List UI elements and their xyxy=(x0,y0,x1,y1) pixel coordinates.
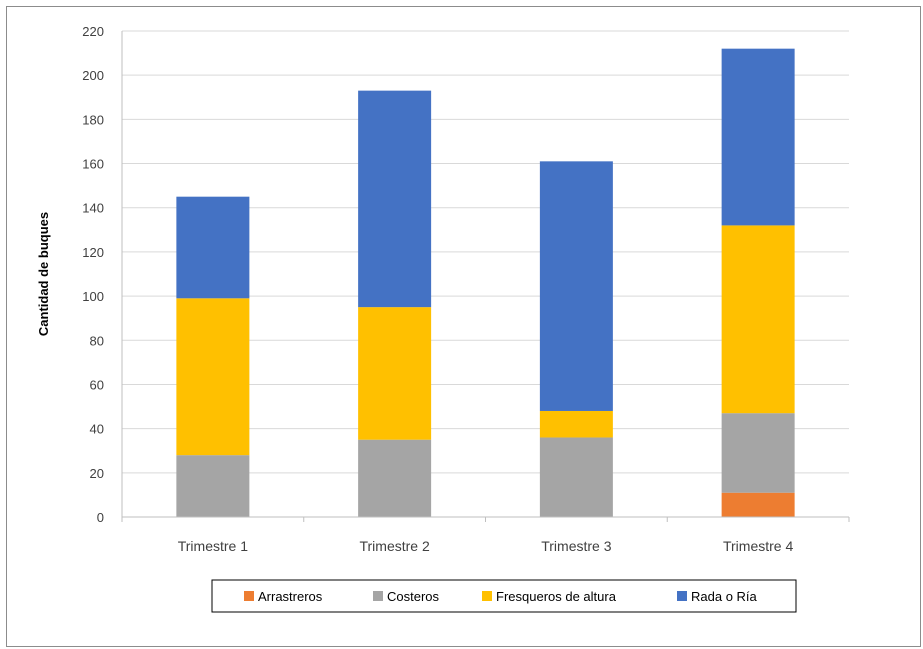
bar-segment-rada-o-ría xyxy=(358,90,432,308)
legend-swatch xyxy=(482,591,492,601)
x-tick-label: Trimestre 1 xyxy=(178,538,248,554)
bar-segment-fresqueros-de-altura xyxy=(539,410,613,438)
y-tick-label: 180 xyxy=(82,112,104,127)
legend-items: Arrastreros Costeros Fresqueros de altura R… xyxy=(244,589,758,604)
bar-segment-costeros xyxy=(358,439,432,517)
legend-swatch xyxy=(677,591,687,601)
y-tick-label: 60 xyxy=(90,377,104,392)
legend-box xyxy=(211,579,797,613)
legend-label: Arrastreros xyxy=(258,589,323,604)
x-tick-label: Trimestre 4 xyxy=(723,538,793,554)
bar-segment-costeros xyxy=(176,455,250,517)
legend-swatch xyxy=(373,591,383,601)
y-tick-label: 20 xyxy=(90,466,104,481)
x-tick-label: Trimestre 3 xyxy=(541,538,611,554)
y-tick-labels: 0 20 40 60 80 100 120 140 160 180 200 220 xyxy=(82,24,104,525)
y-tick-label: 0 xyxy=(97,510,104,525)
bar-segment-fresqueros-de-altura xyxy=(176,298,250,456)
y-tick-label: 120 xyxy=(82,245,104,260)
bar-segment-arrastreros xyxy=(721,492,795,517)
bar-segment-fresqueros-de-altura xyxy=(358,307,432,440)
y-tick-label: 200 xyxy=(82,68,104,83)
legend-swatch xyxy=(244,591,254,601)
x-tick-label: Trimestre 2 xyxy=(359,538,429,554)
legend-label: Costeros xyxy=(387,589,440,604)
axes xyxy=(121,31,850,522)
bar-segment-costeros xyxy=(539,437,613,517)
y-tick-label: 80 xyxy=(90,333,104,348)
bar-segment-fresqueros-de-altura xyxy=(721,225,795,414)
legend-label: Rada o Ría xyxy=(691,589,758,604)
legend-label: Fresqueros de altura xyxy=(496,589,617,604)
x-tick-labels: Trimestre 1 Trimestre 2 Trimestre 3 Trimest… xyxy=(178,538,794,554)
y-tick-label: 40 xyxy=(90,422,104,437)
y-axis-label: Cantidad de buques xyxy=(36,212,51,336)
bar-segment-costeros xyxy=(721,413,795,493)
y-tick-label: 220 xyxy=(82,24,104,39)
bar-segment-rada-o-ría xyxy=(721,48,795,226)
y-tick-label: 160 xyxy=(82,157,104,172)
bar-segment-rada-o-ría xyxy=(176,196,250,299)
bar-segment-rada-o-ría xyxy=(539,161,613,411)
legend: Arrastreros Costeros Fresqueros de altura R… xyxy=(211,579,797,613)
y-tick-label: 100 xyxy=(82,289,104,304)
y-tick-label: 140 xyxy=(82,201,104,216)
bars xyxy=(176,48,795,517)
